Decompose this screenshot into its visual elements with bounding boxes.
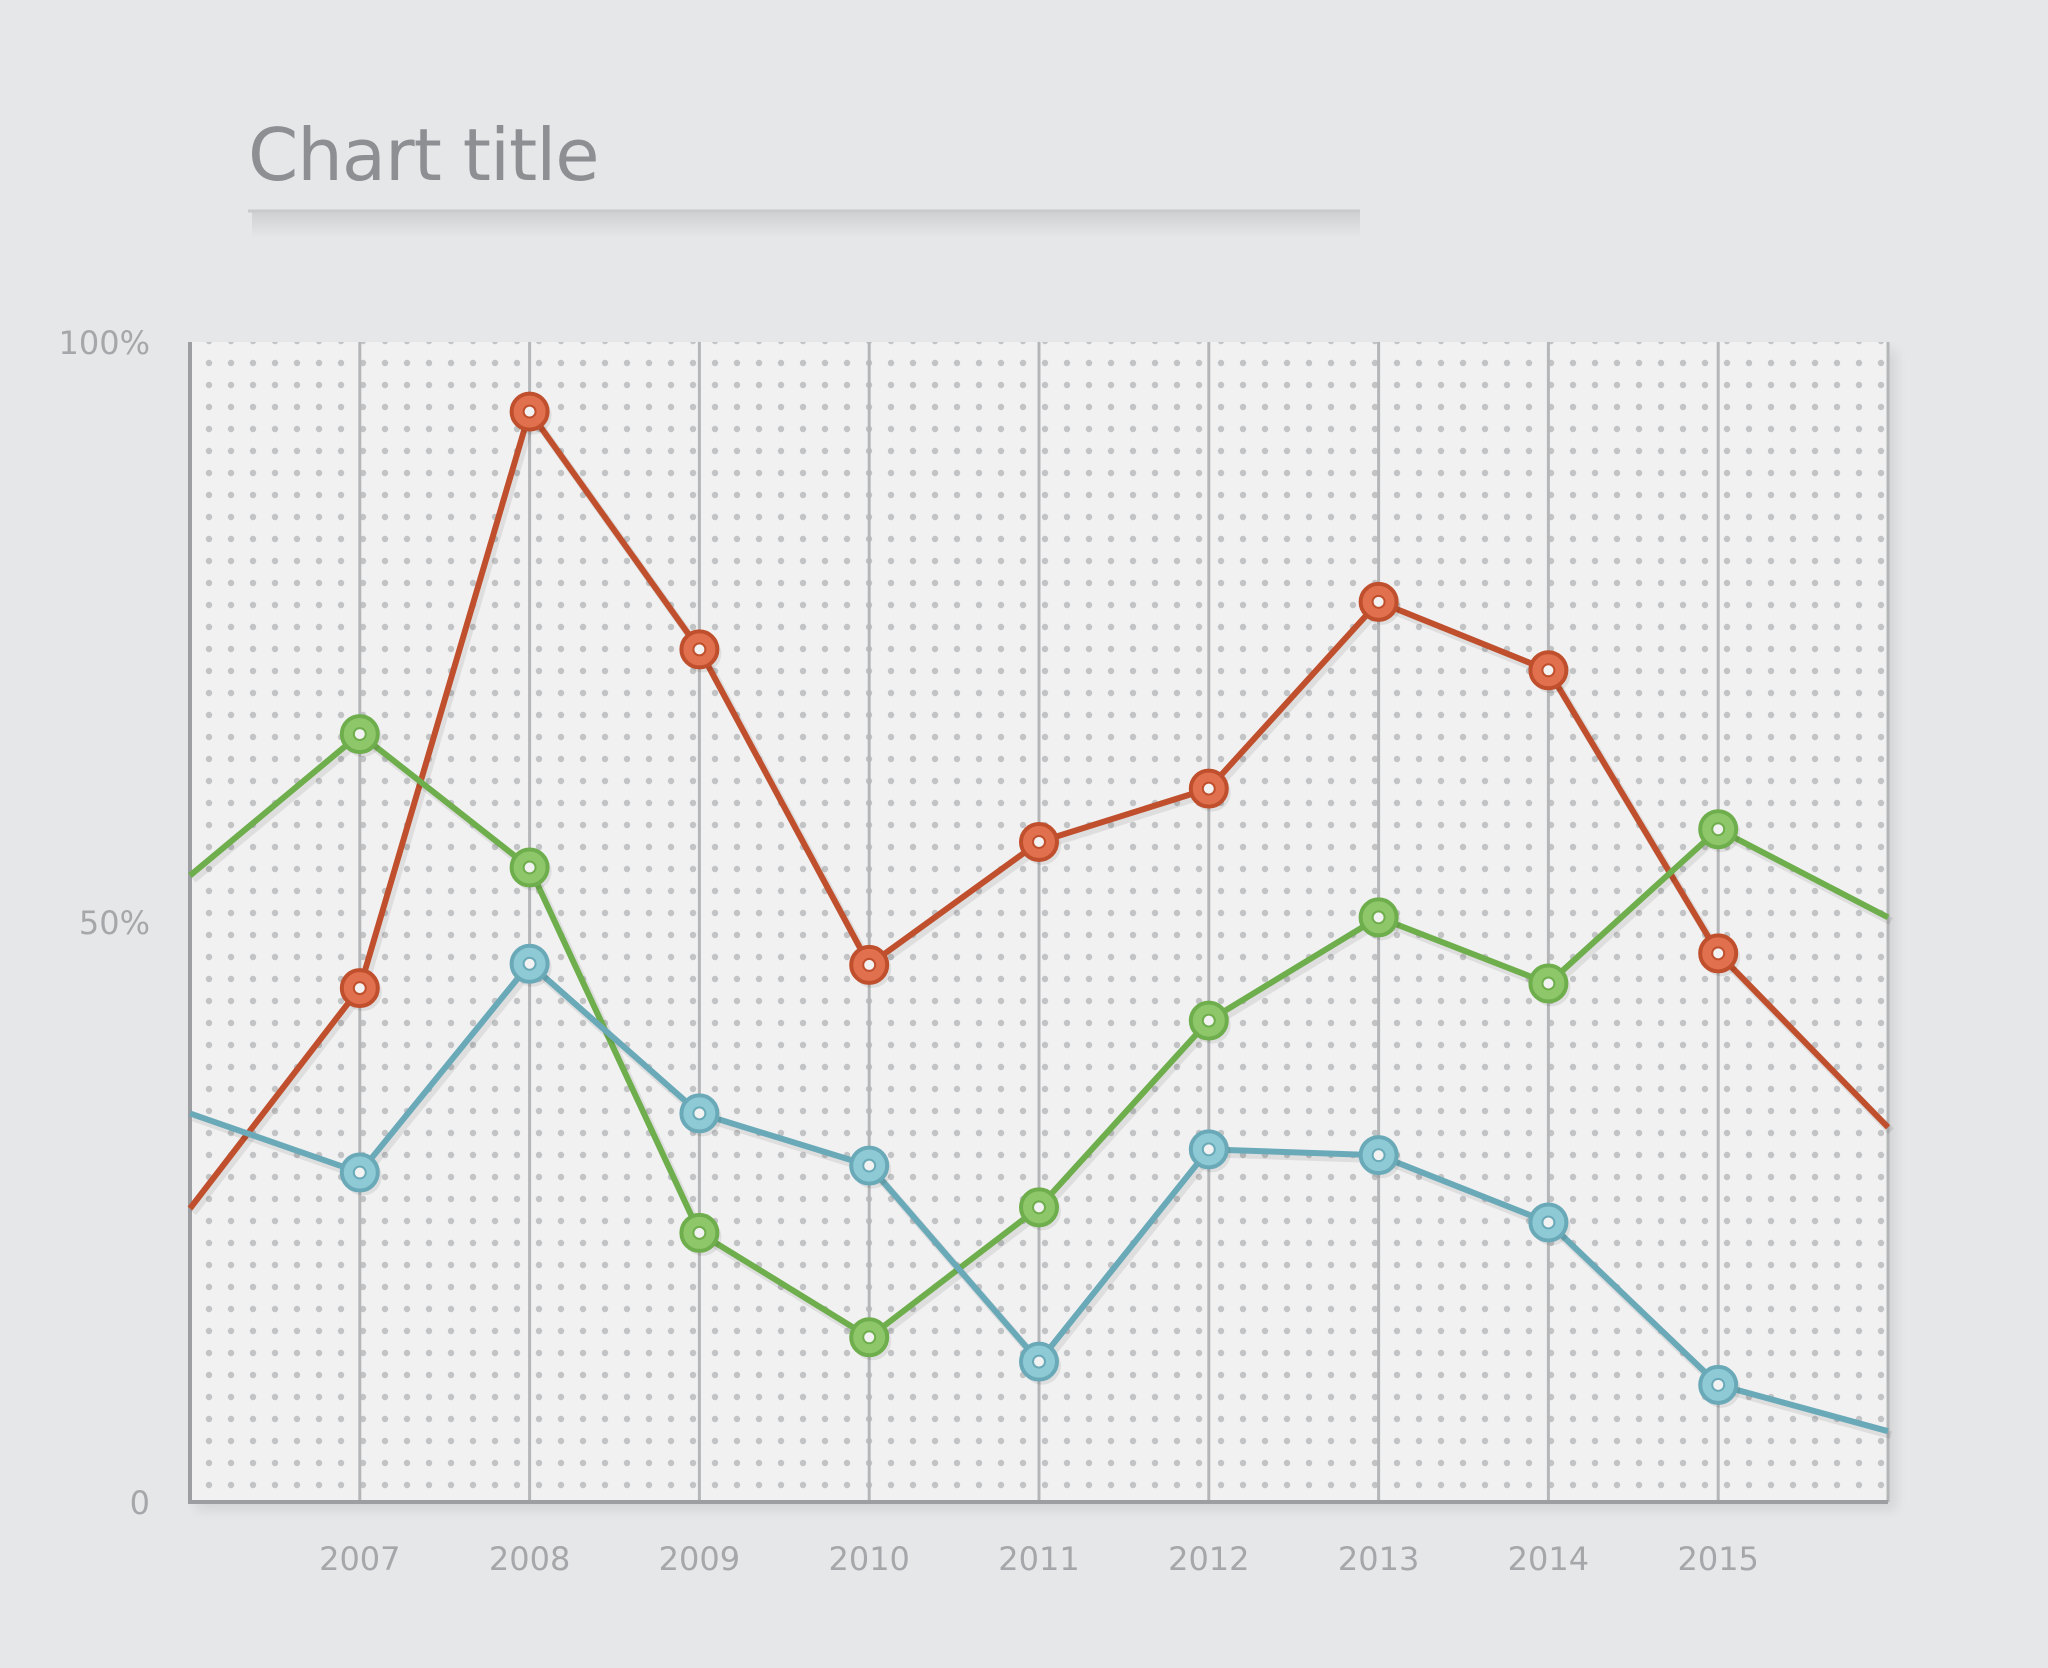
series-2-point-2013	[1358, 897, 1401, 941]
x-tick-label: 2010	[828, 1540, 909, 1578]
series-markers	[339, 391, 1741, 1408]
x-tick-labels: 2007 2008 2009 2010 2011 2012 2013 2014 2015	[319, 1540, 1759, 1578]
series-2-point-2015	[1698, 809, 1741, 853]
y-tick-labels: 0 50% 100%	[59, 324, 150, 1522]
series-3-point-2007	[339, 1152, 382, 1196]
chart-title: Chart title	[248, 113, 599, 197]
y-tick-label: 100%	[59, 324, 150, 362]
series-1-point-2007	[339, 968, 382, 1012]
x-tick-label: 2013	[1338, 1540, 1419, 1578]
series-2-point-2007	[339, 714, 382, 758]
y-tick-label: 50%	[79, 904, 150, 942]
series-2-point-2009	[679, 1212, 722, 1256]
x-tick-label: 2012	[1168, 1540, 1249, 1578]
series-1-point-2015	[1698, 933, 1741, 977]
series-2-point-2008	[509, 847, 552, 891]
series-1-point-2009	[679, 629, 722, 673]
series-3-point-2013	[1358, 1135, 1401, 1179]
series-1-point-2012	[1188, 768, 1231, 812]
series-1-point-2014	[1528, 650, 1571, 694]
series-2-point-2012	[1188, 1000, 1231, 1044]
series-3-point-2015	[1698, 1364, 1741, 1408]
series-1-point-2011	[1019, 821, 1061, 865]
x-tick-label: 2014	[1508, 1540, 1589, 1578]
x-tick-label: 2007	[319, 1540, 400, 1578]
series-3-point-2014	[1528, 1202, 1571, 1246]
series-1-point-2010	[849, 944, 892, 988]
x-tick-label: 2008	[489, 1540, 570, 1578]
x-tick-label: 2009	[659, 1540, 740, 1578]
series-2-point-2011	[1019, 1187, 1061, 1231]
x-tick-label: 2015	[1677, 1540, 1758, 1578]
series-2-point-2010	[849, 1317, 892, 1361]
series-3-point-2012	[1188, 1129, 1231, 1173]
series-3-point-2011	[1019, 1341, 1061, 1385]
series-1-point-2008	[509, 391, 552, 435]
title-underline-shadow	[252, 212, 1360, 238]
series-3-point-2008	[509, 943, 552, 987]
series-3-point-2010	[849, 1145, 892, 1189]
series-1-point-2013	[1358, 581, 1401, 625]
series-2-point-2014	[1528, 963, 1571, 1007]
y-tick-label: 0	[130, 1484, 150, 1522]
x-tick-label: 2011	[998, 1540, 1079, 1578]
series-3-point-2009	[679, 1093, 722, 1137]
